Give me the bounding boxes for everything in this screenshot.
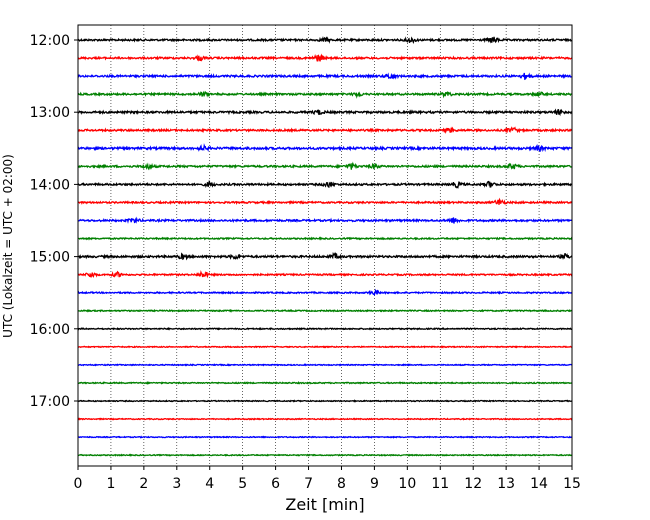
y-tick-label: 13:00 <box>30 105 70 121</box>
trace-line <box>77 161 573 171</box>
trace-line <box>77 453 573 457</box>
y-axis: 12:00 13:00 14:00 15:00 16:00 17:00 <box>30 33 78 410</box>
y-tick-label: 16:00 <box>30 322 70 338</box>
trace-line <box>77 417 573 421</box>
x-tick-label: 14 <box>530 476 548 492</box>
trace-line <box>77 53 573 62</box>
trace-line <box>77 288 573 297</box>
trace-line <box>77 90 573 99</box>
x-tick-label: 4 <box>205 476 214 492</box>
y-tick-label: 12:00 <box>30 33 70 49</box>
trace-group <box>77 35 573 457</box>
x-tick-label: 5 <box>238 476 247 492</box>
x-tick-label: 11 <box>431 476 449 492</box>
y-tick-label: 17:00 <box>30 394 70 410</box>
trace-line <box>77 327 573 331</box>
trace-line <box>77 251 573 261</box>
trace-line <box>77 126 573 134</box>
trace-line <box>77 236 573 241</box>
x-tick-label: 8 <box>337 476 346 492</box>
y-tick-label: 14:00 <box>30 177 70 193</box>
x-tick-label: 10 <box>398 476 416 492</box>
x-tick-label: 9 <box>370 476 379 492</box>
x-tick-label: 7 <box>304 476 313 492</box>
x-tick-label: 1 <box>106 476 115 492</box>
x-tick-label: 2 <box>139 476 148 492</box>
trace-line <box>77 108 573 117</box>
x-tick-label: 0 <box>74 476 83 492</box>
x-tick-label: 13 <box>497 476 515 492</box>
trace-line <box>77 216 573 224</box>
x-tick-label: 12 <box>464 476 482 492</box>
trace-line <box>77 345 573 349</box>
trace-line <box>77 143 573 153</box>
trace-line <box>77 72 573 81</box>
x-axis: 0 1 2 3 4 5 6 7 8 9 10 11 12 13 14 15 <box>74 466 581 492</box>
y-axis-label: UTC (Lokalzeit = UTC + 02:00) <box>1 154 15 338</box>
x-axis-label: Zeit [min] <box>285 495 364 514</box>
trace-line <box>77 381 573 385</box>
trace-line <box>77 270 573 279</box>
x-tick-label: 6 <box>271 476 280 492</box>
trace-line <box>77 35 573 44</box>
trace-line <box>77 308 573 313</box>
trace-line <box>77 399 573 403</box>
trace-line <box>77 363 573 367</box>
x-tick-label: 15 <box>563 476 581 492</box>
plot-frame <box>77 24 573 467</box>
trace-line <box>77 179 573 189</box>
trace-line <box>77 435 573 439</box>
y-tick-label: 15:00 <box>30 250 70 266</box>
x-tick-label: 3 <box>172 476 181 492</box>
trace-line <box>77 197 573 205</box>
